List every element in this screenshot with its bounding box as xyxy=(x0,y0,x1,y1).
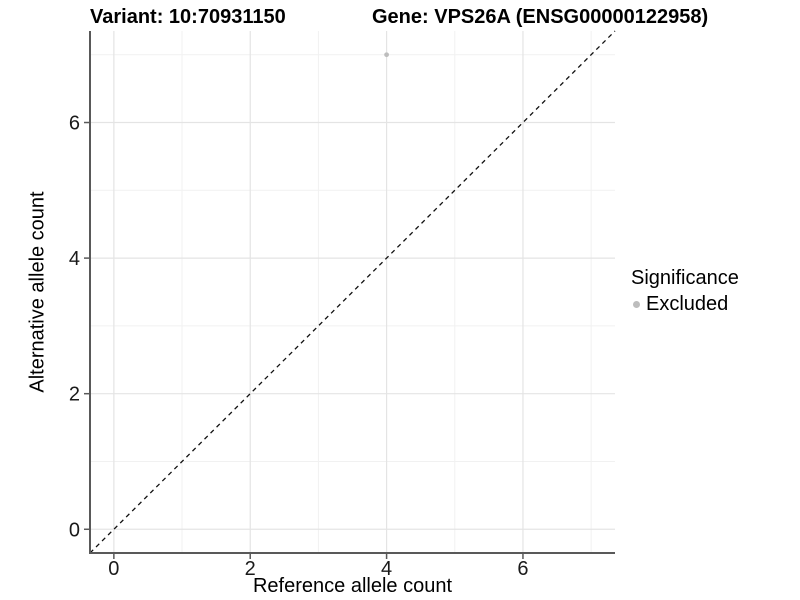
y-tick-label: 2 xyxy=(69,384,80,406)
x-tick-label: 6 xyxy=(517,558,528,580)
plot-title-variant: Variant: 10:70931150 xyxy=(90,6,286,28)
x-tick-label: 4 xyxy=(381,558,392,580)
y-axis-title: Alternative allele count xyxy=(26,191,49,393)
y-tick-label: 6 xyxy=(69,113,80,135)
legend-title: Significance xyxy=(631,267,739,289)
data-point xyxy=(384,52,389,58)
legend-item-label: Excluded xyxy=(646,293,729,315)
x-tick-label: 0 xyxy=(108,558,119,580)
plot-title-gene: Gene: VPS26A (ENSG00000122958) xyxy=(372,6,709,28)
legend-item-excluded: Excluded xyxy=(633,293,739,316)
identity-dashed-line xyxy=(89,30,616,554)
legend: Significance Excluded xyxy=(631,267,739,316)
x-tick-label: 2 xyxy=(245,558,256,580)
legend-point-icon xyxy=(633,301,640,308)
x-axis-title: Reference allele count xyxy=(252,575,452,597)
y-tick-label: 0 xyxy=(69,519,80,541)
y-tick-label: 4 xyxy=(69,248,80,270)
